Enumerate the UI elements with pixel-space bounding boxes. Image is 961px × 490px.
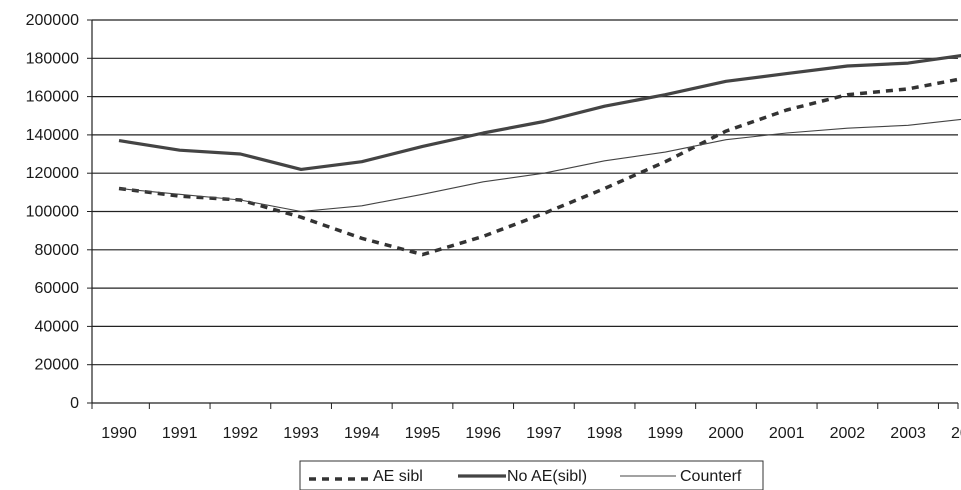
x-tick-label: 2002 bbox=[830, 425, 866, 442]
x-axis-ticks: 1990 1991 1992 1993 1994 1995 1996 1997 1998 1999… bbox=[91, 403, 961, 442]
legend-box bbox=[299, 460, 764, 490]
x-tick-label: 1996 bbox=[465, 425, 501, 442]
grid-lines bbox=[92, 19, 958, 366]
x-tick-label: 1999 bbox=[648, 425, 684, 442]
y-tick-label: 40000 bbox=[35, 318, 80, 335]
y-tick-label: 20000 bbox=[35, 357, 80, 374]
y-tick-label: 60000 bbox=[35, 280, 80, 297]
x-tick-label: 1998 bbox=[587, 425, 623, 442]
x-tick-label: 1995 bbox=[405, 425, 441, 442]
y-tick-label: 120000 bbox=[26, 165, 79, 182]
x-tick-label: 2000 bbox=[708, 425, 744, 442]
series-line-ae-sibl bbox=[118, 77, 961, 257]
x-tick-label: 2003 bbox=[890, 425, 926, 442]
x-tick-label: 1992 bbox=[223, 425, 259, 442]
y-tick-label: 100000 bbox=[26, 204, 79, 221]
legend-label-ae-sibl: AE sibl bbox=[373, 468, 423, 485]
x-tick-label: 1990 bbox=[101, 425, 137, 442]
x-tick-label: 1991 bbox=[162, 425, 198, 442]
series-line-no-ae-sibl bbox=[118, 53, 961, 171]
x-tick-label: 1994 bbox=[344, 425, 380, 442]
y-tick-label: 180000 bbox=[26, 50, 79, 67]
x-tick-label: 2001 bbox=[769, 425, 805, 442]
x-tick-label: 1997 bbox=[526, 425, 562, 442]
y-tick-label: 160000 bbox=[26, 89, 79, 106]
y-axis-ticks: 0 20000 40000 60000 80000 100000 120000 140000 1… bbox=[26, 12, 92, 412]
y-tick-label: 200000 bbox=[26, 12, 79, 29]
series-line-counterf bbox=[118, 118, 961, 213]
legend-label-counterf: Counterf bbox=[680, 468, 742, 485]
x-tick-label: 2004 bbox=[951, 425, 961, 442]
y-tick-label: 0 bbox=[70, 395, 79, 412]
y-tick-label: 140000 bbox=[26, 127, 79, 144]
x-tick-label: 1993 bbox=[283, 425, 319, 442]
legend: AE sibl No AE(sibl) Counterf bbox=[299, 460, 764, 490]
y-tick-label: 80000 bbox=[35, 242, 80, 259]
legend-label-no-ae-sibl: No AE(sibl) bbox=[507, 468, 587, 485]
series-lines bbox=[118, 53, 961, 257]
